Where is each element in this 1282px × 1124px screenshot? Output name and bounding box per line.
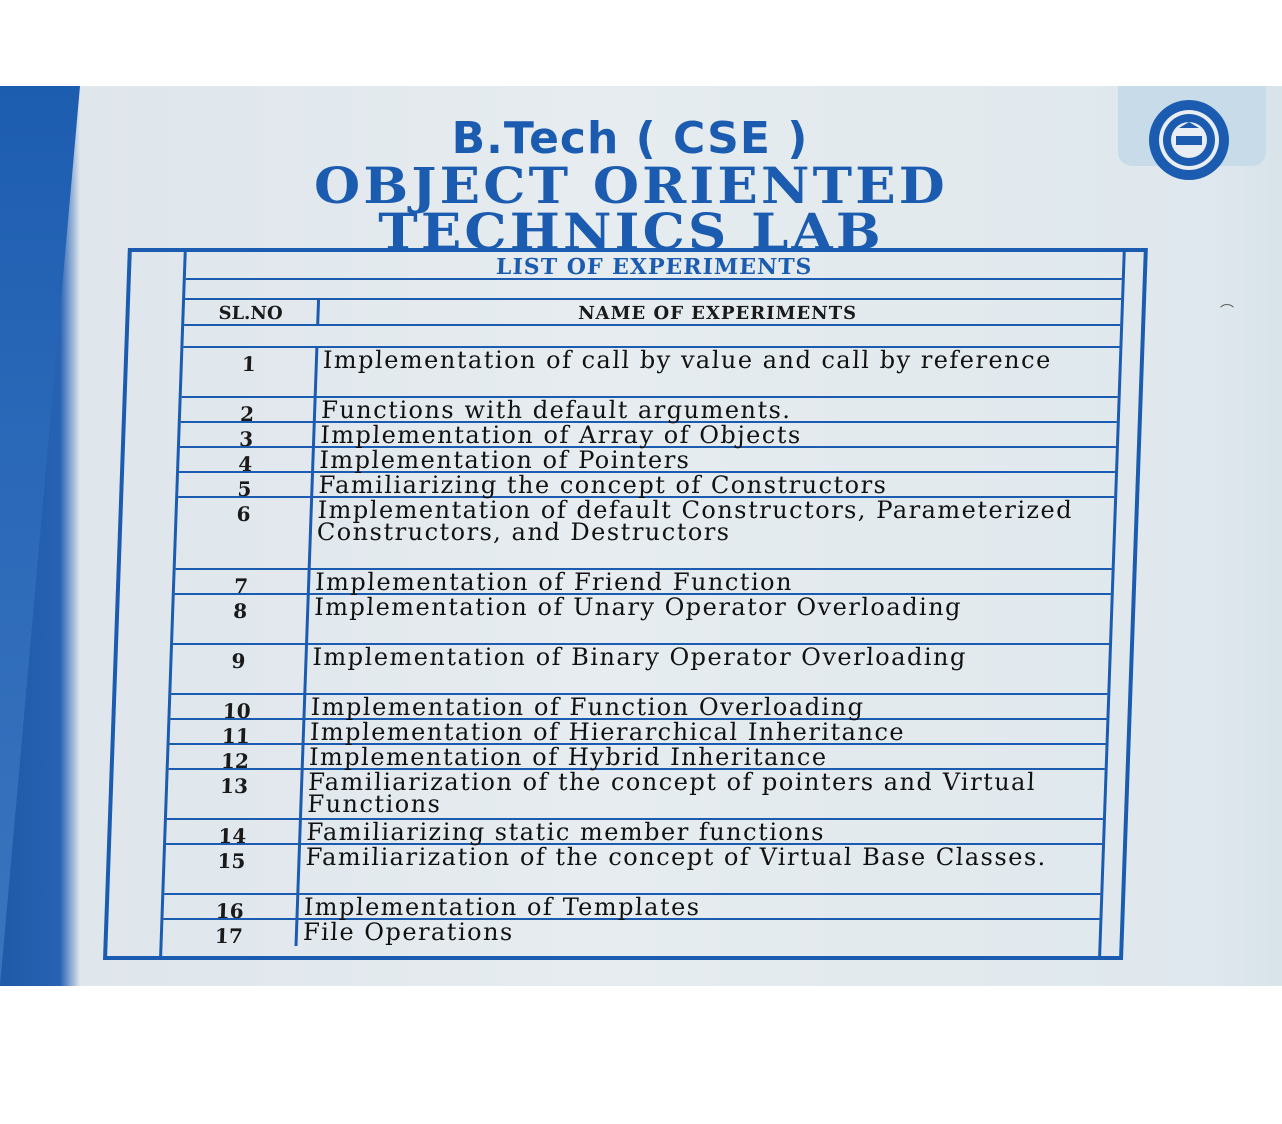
table-row: 6 Implementation of default Constructors,…	[175, 496, 1115, 570]
experiment-name: Implementation of Hierarchical Inheritan…	[309, 718, 906, 746]
column-divider	[298, 820, 302, 843]
experiments-table: LIST OF EXPERIMENTS SL.NO NAME OF EXPERI…	[103, 248, 1148, 960]
column-divider	[296, 845, 302, 893]
table-row: 10 Implementation of Function Overloading	[170, 693, 1108, 723]
column-divider	[313, 348, 319, 396]
column-divider	[311, 423, 316, 446]
spacer-row	[185, 280, 1122, 300]
column-divider	[301, 720, 306, 743]
table-row: 12 Implementation of Hybrid Inheritance	[168, 743, 1106, 773]
experiment-number: 1	[241, 352, 257, 376]
course-title: B.Tech ( CSE )	[451, 113, 809, 164]
table-row: 13 Familiarization of the concept of poin…	[166, 768, 1105, 820]
column-divider	[306, 570, 311, 593]
experiment-name-header: NAME OF EXPERIMENTS	[577, 303, 858, 324]
table-row: 14 Familiarizing static member functions	[166, 818, 1103, 848]
experiment-number: 17	[214, 924, 244, 948]
column-divider	[316, 300, 321, 324]
table-row: 8 Implementation of Unary Operator Overlo…	[173, 593, 1111, 645]
experiment-name: Familiarizing static member functions	[305, 818, 826, 846]
wall-mark: ⌒	[1220, 304, 1234, 320]
experiment-name: Implementation of Function Overloading	[310, 693, 866, 721]
experiment-name: Functions with default arguments.	[320, 396, 793, 424]
institute-seal-icon	[1149, 100, 1229, 180]
experiment-number: 13	[219, 774, 249, 798]
table-row: 17 File Operations	[162, 918, 1099, 948]
experiment-number: 9	[231, 649, 246, 673]
experiment-name: Implementation of default Constructors, …	[316, 496, 1074, 546]
table-row: 11 Implementation of Hierarchical Inherit…	[169, 718, 1107, 748]
experiment-name: Implementation of Friend Function	[314, 568, 794, 596]
spacer-row	[183, 326, 1121, 348]
table-header-row: SL.NO NAME OF EXPERIMENTS	[184, 300, 1122, 326]
experiment-name: Implementation of Unary Operator Overloa…	[313, 593, 963, 621]
table-row: 9 Implementation of Binary Operator Overl…	[171, 643, 1109, 695]
experiment-number: 8	[232, 599, 248, 623]
experiment-number: 15	[217, 849, 246, 873]
lab-signboard: B.Tech ( CSE ) OBJECT ORIENTED TECHNICS …	[0, 86, 1282, 986]
column-divider	[295, 895, 300, 918]
experiment-name: Implementation of Binary Operator Overlo…	[312, 643, 968, 671]
table-title: LIST OF EXPERIMENTS	[495, 254, 813, 280]
table-title-row: LIST OF EXPERIMENTS	[185, 252, 1123, 280]
column-divider	[302, 695, 307, 718]
experiment-name: Familiarization of the concept of pointe…	[306, 768, 1037, 818]
column-divider	[311, 448, 315, 471]
experiments-table-inner: LIST OF EXPERIMENTS SL.NO NAME OF EXPERI…	[159, 252, 1126, 956]
column-divider	[300, 745, 305, 768]
column-divider	[303, 645, 309, 693]
experiment-name: Implementation of Templates	[303, 893, 702, 921]
experiment-name: Implementation of call by value and call…	[322, 346, 1053, 374]
column-divider	[298, 770, 304, 818]
table-row: 15 Familiarization of the concept of Virt…	[164, 843, 1103, 895]
lab-title-line-1: OBJECT ORIENTED	[314, 156, 948, 215]
column-divider	[312, 398, 317, 421]
table-row: 3 Implementation of Array of Objects	[179, 421, 1117, 451]
experiment-name: File Operations	[302, 918, 515, 946]
column-divider	[305, 595, 310, 643]
experiment-name: Implementation of Pointers	[318, 446, 692, 474]
table-row: 1 Implementation of call by value and cal…	[181, 346, 1120, 398]
experiment-name: Familiarization of the concept of Virtua…	[305, 843, 1048, 871]
table-row: 4 Implementation of Pointers	[179, 446, 1116, 476]
experiment-name: Familiarizing the concept of Constructor…	[318, 471, 888, 499]
table-row: 7 Implementation of Friend Function	[174, 568, 1112, 598]
experiment-name: Implementation of Hybrid Inheritance	[308, 743, 829, 771]
table-row: 2 Functions with default arguments.	[180, 396, 1118, 426]
lab-title-line-2: TECHNICS LAB	[378, 202, 884, 261]
table-row: 5 Familiarizing the concept of Constructo…	[178, 471, 1116, 501]
table-row: 16 Implementation of Templates	[163, 893, 1101, 923]
experiment-number: 6	[236, 502, 251, 526]
column-divider	[310, 473, 315, 496]
sl-no-header: SL.NO	[218, 303, 283, 324]
column-divider	[294, 920, 299, 946]
experiment-name: Implementation of Array of Objects	[319, 421, 803, 449]
